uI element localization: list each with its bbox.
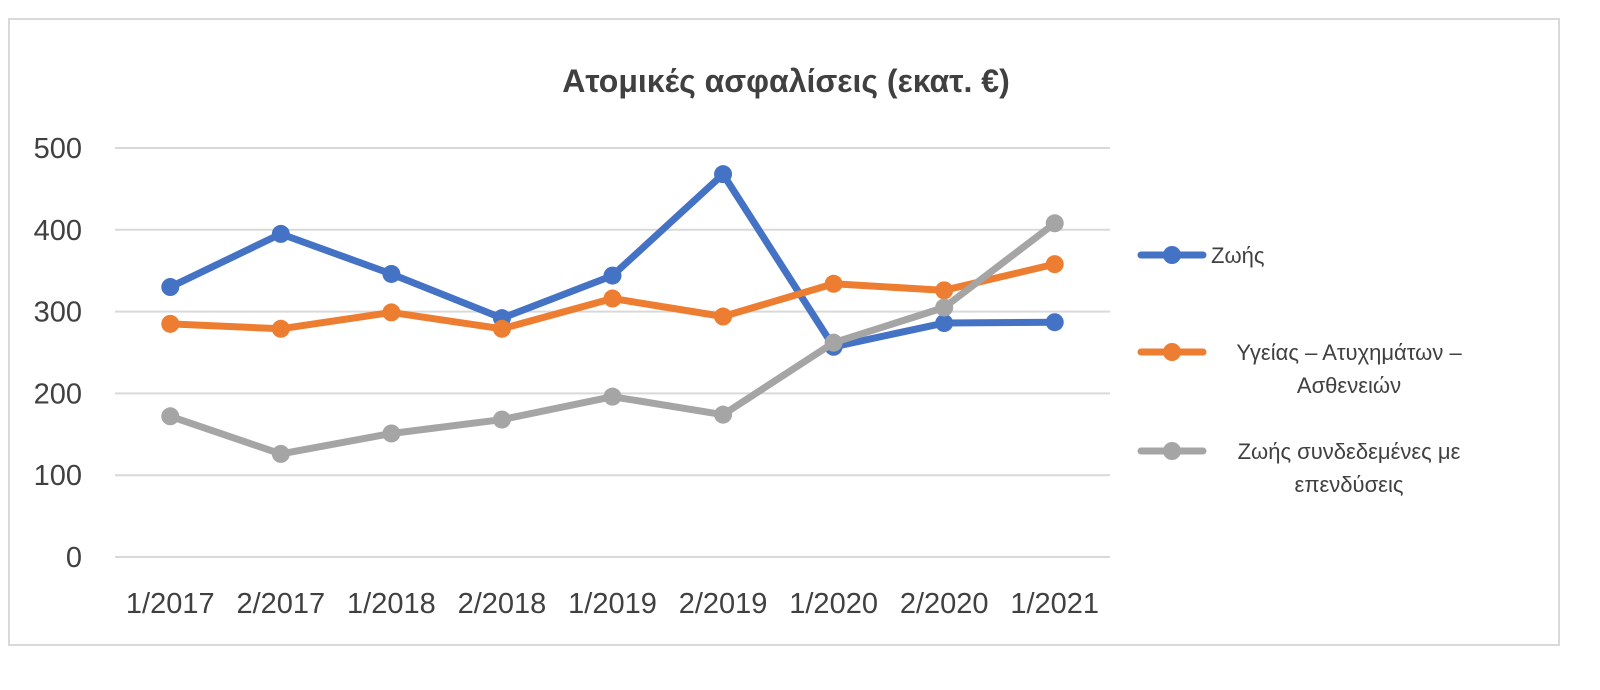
legend-item-1: Ζωής <box>1137 243 1264 268</box>
series-point <box>1045 255 1064 274</box>
legend-label: Ζωής συνδεδεμένες με <box>1238 439 1461 464</box>
x-tick-label: 2/2018 <box>458 588 547 620</box>
y-tick-label: 0 <box>66 542 82 574</box>
y-tick-label: 200 <box>34 378 82 410</box>
legend-label: επενδύσεις <box>1295 472 1404 497</box>
series-point <box>161 314 180 333</box>
legend-item-2: Υγείας – Ατυχημάτων – Ασθενειών <box>1137 340 1462 398</box>
series-point <box>935 298 954 317</box>
series-point <box>382 303 401 322</box>
legend: Ζωής Υγείας – Ατυχημάτων – Ασθενειών Ζωής σ… <box>1137 243 1462 497</box>
y-tick-label: 300 <box>34 297 82 329</box>
series-point <box>603 289 622 308</box>
series-point <box>824 274 843 293</box>
legend-label: Υγείας – Ατυχημάτων – <box>1236 340 1462 365</box>
series-point <box>271 319 290 338</box>
legend-label: Ασθενειών <box>1297 373 1401 398</box>
y-tick-label: 100 <box>34 460 82 492</box>
series-point <box>603 266 622 285</box>
series-point <box>935 281 954 300</box>
series-point <box>382 264 401 283</box>
series-point <box>492 410 511 429</box>
series-point <box>714 405 733 424</box>
x-tick-label: 2/2017 <box>236 588 325 620</box>
legend-item-3: Ζωής συνδεδεμένες με επενδύσεις <box>1137 439 1461 497</box>
series-line <box>166 170 1059 351</box>
legend-swatch-marker <box>1163 343 1181 361</box>
x-axis-ticks: 1/2017 2/2017 1/2018 2/2018 1/2019 2/2019 1/20… <box>126 588 1099 620</box>
y-tick-label: 500 <box>34 133 82 165</box>
y-axis-ticks: 0 100 200 300 400 500 <box>34 133 82 574</box>
legend-swatch-marker <box>1163 442 1181 460</box>
series-point <box>824 333 843 352</box>
chart-frame <box>8 18 1560 646</box>
series-point <box>271 224 290 243</box>
series-layer <box>161 165 1064 463</box>
x-tick-label: 1/2021 <box>1010 588 1099 620</box>
x-tick-label: 1/2020 <box>789 588 878 620</box>
series-point <box>714 165 733 184</box>
series-line <box>166 219 1059 458</box>
series-point <box>382 424 401 443</box>
series-point <box>161 278 180 297</box>
x-tick-label: 2/2020 <box>900 588 989 620</box>
x-tick-label: 1/2018 <box>347 588 436 620</box>
series-point <box>1045 214 1064 233</box>
legend-label: Ζωής <box>1211 243 1264 268</box>
x-tick-label: 1/2017 <box>126 588 215 620</box>
legend-swatch-marker <box>1163 246 1181 264</box>
series-point <box>161 407 180 426</box>
x-tick-label: 1/2019 <box>568 588 657 620</box>
x-tick-label: 2/2019 <box>679 588 768 620</box>
series-2 <box>161 255 1064 338</box>
y-tick-label: 400 <box>34 215 82 247</box>
chart-title: Ατομικές ασφαλίσεις (εκατ. €) <box>562 63 1009 99</box>
series-point <box>935 314 954 333</box>
series-point <box>492 319 511 338</box>
series-point <box>714 307 733 326</box>
series-point <box>603 387 622 406</box>
grid-layer <box>115 147 1110 558</box>
series-point <box>1045 313 1064 332</box>
series-point <box>271 444 290 463</box>
series-3 <box>161 214 1064 463</box>
